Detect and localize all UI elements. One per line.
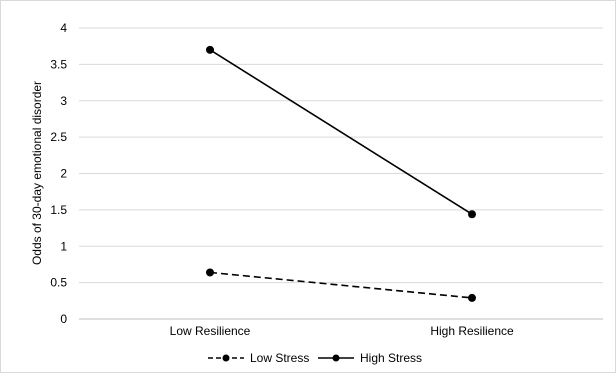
- y-tick-label: 2: [60, 167, 67, 181]
- series: [206, 45, 476, 302]
- series-line: [209, 271, 473, 299]
- y-tick-label: 0.5: [50, 276, 67, 290]
- data-point: [206, 45, 214, 54]
- legend-marker: [332, 354, 340, 362]
- y-tick-label: 1: [60, 239, 67, 253]
- legend-label: Low Stress: [250, 351, 309, 365]
- x-tick-labels: Low Resilience High Resilience: [170, 324, 514, 338]
- series-low-stress: [206, 268, 476, 302]
- data-point: [468, 210, 476, 219]
- legend-entry: High Stress: [318, 351, 422, 365]
- y-tick-label: 3: [60, 94, 67, 108]
- x-tick-label: Low Resilience: [170, 324, 251, 338]
- y-axis-label: Odds of 30-day emotional disorder: [30, 81, 44, 265]
- x-tick-label: High Resilience: [430, 324, 514, 338]
- data-point: [468, 293, 476, 302]
- gridlines: [79, 27, 603, 284]
- y-tick-label: 1.5: [50, 203, 67, 217]
- series-high-stress: [206, 45, 476, 219]
- legend-entry: Low Stress: [208, 351, 309, 365]
- data-point: [206, 268, 214, 277]
- legend: Low Stress High Stress: [208, 351, 422, 365]
- y-tick-label: 0: [60, 312, 67, 326]
- y-tick-labels: 0 0.5 1 1.5 2 2.5 3 3.5 4: [50, 21, 67, 326]
- y-tick-label: 2.5: [50, 130, 67, 144]
- series-line: [209, 49, 473, 215]
- y-tick-label: 3.5: [50, 57, 67, 71]
- legend-label: High Stress: [360, 351, 422, 365]
- legend-marker: [222, 354, 230, 362]
- y-tick-label: 4: [60, 21, 67, 35]
